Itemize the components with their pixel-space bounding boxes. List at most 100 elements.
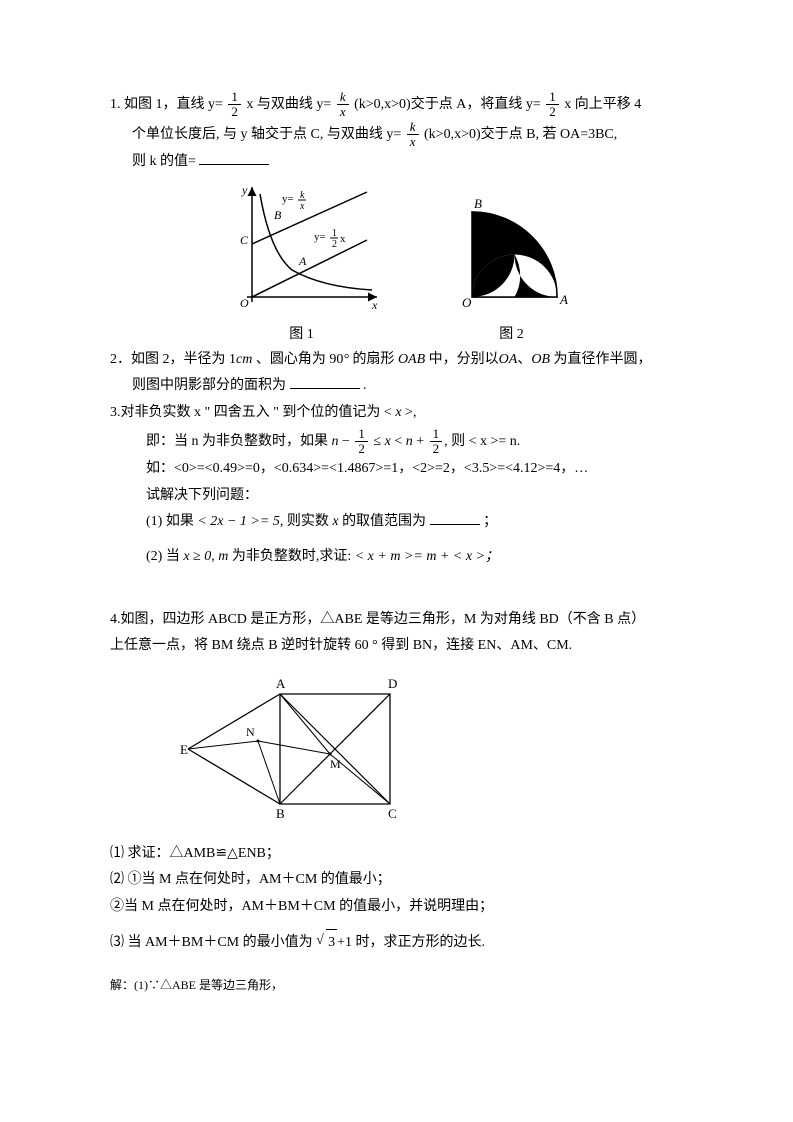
figure1-svg: O x y C A B y= k x y= 1 2 x xyxy=(222,182,382,312)
q3-lt: < xyxy=(391,434,406,449)
figure-row: O x y C A B y= k x y= 1 2 x 图 1 xyxy=(110,182,683,343)
svg-text:1: 1 xyxy=(332,228,337,239)
svg-text:y=: y= xyxy=(314,231,326,243)
q4-line2: 上任意一点，将 BM 绕点 B 逆时针旋转 60 ° 得到 BN，连接 EN、A… xyxy=(110,633,683,660)
q4-p2b: ②当 M 点在何处时，AM＋BM＋CM 的值最小，并说明理由； xyxy=(110,894,683,921)
frac-kx-2: kx xyxy=(407,120,419,150)
q2-deg: ° xyxy=(343,352,349,367)
svg-text:k: k xyxy=(300,190,305,201)
q3-line1: 3.对非负实数 x " 四舍五入 " 到个位的值记为 < x >, xyxy=(110,400,683,427)
figure1-col: O x y C A B y= k x y= 1 2 x 图 1 xyxy=(222,182,382,343)
q1-l3: 则 k 的值= xyxy=(132,154,196,169)
svg-text:B: B xyxy=(474,196,482,211)
q4-line1: 4.如图，四边形 ABCD 是正方形，△ABE 是等边三角形，M 为对角线 BD… xyxy=(110,607,683,634)
svg-text:E: E xyxy=(180,742,188,757)
svg-text:O: O xyxy=(462,295,472,310)
q4-p3: ⑶ 当 AM＋BM＋CM 的最小值为 3+1 时，求正方形的边长. xyxy=(110,929,683,957)
q2-line1: 2．如图 2，半径为 1cm 、圆心角为 90° 的扇形 OAB 中，分别以OA… xyxy=(110,347,683,374)
frac-half-2: 12 xyxy=(546,90,559,120)
q4-sqrt-plus: +1 xyxy=(337,935,352,950)
q1-l1-pre: 1. 如图 1，直线 y= xyxy=(110,97,223,112)
q3-l1: 3.对非负实数 x " 四舍五入 " 到个位的值记为 < xyxy=(110,405,395,420)
figure2-col: O A B 图 2 xyxy=(452,192,572,343)
q3-p1-mid: 则实数 xyxy=(287,514,333,529)
svg-text:A: A xyxy=(298,254,307,268)
q2-line2: 则图中阴影部分的面积为 . xyxy=(110,373,683,400)
q2-sep: 、 xyxy=(517,352,531,367)
q1-l1-m2: (k>0,x>0)交于点 A，将直线 y= xyxy=(354,97,541,112)
q2-period: . xyxy=(363,378,367,393)
figure2-svg: O A B xyxy=(452,192,572,312)
q2-l1-pre: 2．如图 2，半径为 1 xyxy=(110,352,236,367)
svg-text:x: x xyxy=(340,233,346,245)
svg-text:A: A xyxy=(559,292,568,307)
svg-text:N: N xyxy=(246,725,255,739)
q2-l1-end: 为直径作半圆， xyxy=(554,352,652,367)
q1-line2: 个单位长度后, 与 y 轴交于点 C, 与双曲线 y= kx (k>0,x>0)… xyxy=(110,120,683,150)
q3-p1-pre: (1) 如果 xyxy=(146,514,194,529)
q2-cm: cm xyxy=(236,352,252,367)
q4-p1: ⑴ 求证：△AMB≌△ENB； xyxy=(110,841,683,868)
svg-text:B: B xyxy=(274,208,282,222)
q2-ob: OB xyxy=(531,352,550,367)
svg-text:O: O xyxy=(240,296,249,310)
sqrt-icon: 3 xyxy=(316,929,337,957)
q2-l2: 则图中阴影部分的面积为 xyxy=(132,378,286,393)
q4-figure-svg: A D B C E M N xyxy=(180,674,440,824)
q1-line1: 1. 如图 1，直线 y= 12 x 与双曲线 y= kx (k>0,x>0)交… xyxy=(110,90,683,120)
q4-p3-end: 时，求正方形的边长. xyxy=(356,935,486,950)
q3-plus: + xyxy=(413,434,428,449)
q2-blank xyxy=(290,375,360,389)
q3-line2: 即：当 n 为非负整数时，如果 n − 12 ≤ x < n + 12, 则 <… xyxy=(110,427,683,457)
svg-text:M: M xyxy=(330,757,341,771)
q3-blank xyxy=(430,511,480,525)
q3-line3: 如：<0>=<0.49>=0，<0.634>=<1.4867>=1，<2>=2，… xyxy=(110,456,683,483)
svg-text:y=: y= xyxy=(282,193,294,205)
q3-p1: (1) 如果 < 2x − 1 >= 5, 则实数 x 的取值范围为 ； xyxy=(110,509,683,536)
frac-half-1: 12 xyxy=(228,90,241,120)
q3-l1e: >, xyxy=(402,405,417,420)
q4-p3-pre: ⑶ 当 AM＋BM＋CM 的最小值为 xyxy=(110,935,313,950)
q3-le: ≤ xyxy=(373,434,384,449)
q1-l1-end: x 向上平移 4 xyxy=(564,97,641,112)
q3-p2-cond: x ≥ 0, m xyxy=(183,549,228,564)
svg-text:x: x xyxy=(299,201,305,212)
q3-p1-end: 的取值范围为 xyxy=(342,514,426,529)
q3-p2-expr: < x + m >= m + < x >； xyxy=(355,549,499,564)
frac-half-4: 12 xyxy=(430,427,443,457)
svg-text:B: B xyxy=(276,806,285,821)
svg-text:C: C xyxy=(240,233,249,247)
q3-p1-expr: < 2x − 1 >= 5, xyxy=(197,514,287,529)
q2-l1-mid: 、圆心角为 90 xyxy=(256,352,344,367)
frac-half-3: 12 xyxy=(355,427,368,457)
frac-kx-1: kx xyxy=(337,90,349,120)
q4-figure-wrap: A D B C E M N xyxy=(180,674,683,829)
q1-l2-end: (k>0,x>0)交于点 B, 若 OA=3BC, xyxy=(424,127,617,142)
q4-p2a: ⑵ ①当 M 点在何处时，AM＋CM 的值最小； xyxy=(110,867,683,894)
fig1-label: 图 1 xyxy=(222,323,382,343)
q2-l1-mid2: 的扇形 xyxy=(352,352,398,367)
q3-p2-pre: (2) 当 xyxy=(146,549,180,564)
q3-l2-pre: 即：当 n 为非负整数时，如果 xyxy=(146,434,328,449)
q3-p1-semi: ； xyxy=(483,514,497,529)
q3-n1: n xyxy=(332,434,339,449)
q2-l1-mid3: 中，分别以 xyxy=(429,352,499,367)
svg-text:y: y xyxy=(241,183,248,197)
svg-text:2: 2 xyxy=(332,239,337,250)
q3-minus: − xyxy=(339,434,354,449)
q3-p1-x: x xyxy=(332,514,338,529)
q1-l2-pre: 个单位长度后, 与 y 轴交于点 C, 与双曲线 y= xyxy=(132,127,401,142)
q3-line4: 试解决下列问题： xyxy=(110,483,683,510)
svg-text:x: x xyxy=(371,298,378,312)
q3-p2-mid: 为非负整数时,求证: xyxy=(232,549,351,564)
q3-n2: n xyxy=(406,434,413,449)
q1-line3: 则 k 的值= xyxy=(110,149,683,176)
q3-p2: (2) 当 x ≥ 0, m 为非负整数时,求证: < x + m >= m +… xyxy=(110,544,683,571)
svg-text:C: C xyxy=(388,806,397,821)
q2-oab: OAB xyxy=(398,352,425,367)
fig2-label: 图 2 xyxy=(452,323,572,343)
q1-blank xyxy=(199,151,269,165)
q1-l1-m1: x 与双曲线 y= xyxy=(246,97,331,112)
svg-text:A: A xyxy=(276,676,286,691)
q3-cond: 则 < x >= n. xyxy=(451,434,520,449)
